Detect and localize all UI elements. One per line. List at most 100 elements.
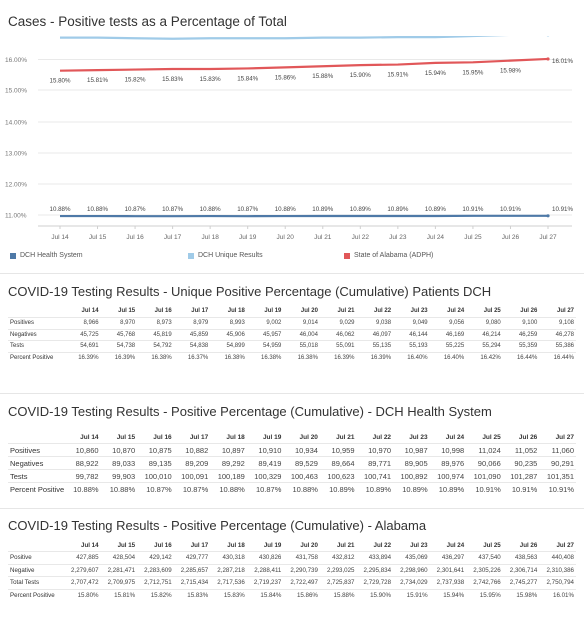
column-header: Jul 24 (445, 434, 465, 441)
table-cell: 10,897 (210, 443, 247, 457)
legend-item-state-of-alabama[interactable]: State of Alabama (ADPH) (344, 252, 433, 259)
row-label: Tests (8, 469, 64, 483)
table-cell: 10.87% (246, 482, 284, 495)
table-cell: 438,563 (502, 551, 540, 564)
y-tick-label: 11.00% (5, 213, 27, 220)
x-tick-label: Jul 19 (239, 234, 257, 241)
table-cell: 100,741 (356, 469, 394, 483)
table-cell: 15.95% (466, 588, 503, 601)
table-cell: 100,091 (173, 469, 211, 483)
table-cell: 46,004 (283, 328, 320, 341)
table-header-row: Jul 14 Jul 15 Jul 16 Jul 17 Jul 18 Jul 19 Jul … (8, 305, 576, 318)
column-header: Jul 26 (519, 542, 538, 549)
column-header: Jul 22 (372, 434, 392, 441)
column-header: Jul 17 (189, 434, 209, 441)
table-cell: 89,033 (100, 456, 138, 470)
table-cell: 16.39% (64, 351, 101, 363)
table-cell: 10.89% (356, 482, 394, 495)
table-cell: 2,310,386 (539, 563, 576, 577)
table-cell: 2,719,237 (246, 576, 284, 589)
table-title-alabama: COVID-19 Testing Results - Positive Perc… (8, 518, 427, 533)
column-header: Jul 23 (409, 434, 428, 441)
table-row: Tests 54,691 54,738 54,792 54,838 54,899 54,95… (8, 340, 576, 352)
column-header: Jul 22 (374, 308, 392, 314)
column-header: Jul 18 (227, 542, 245, 549)
table-row: Positives 8,966 8,970 8,973 8,979 8,993 9,002 9… (8, 317, 576, 329)
table-cell: 2,729,728 (356, 576, 394, 589)
table-cell: 11,060 (539, 443, 576, 457)
table-cell: 15.94% (429, 588, 467, 601)
table-cell: 10.89% (429, 482, 467, 495)
table-cell: 100,892 (393, 469, 430, 483)
legend-item-dch-health-system[interactable]: DCH Health System (10, 252, 83, 259)
table-cell: 100,189 (210, 469, 247, 483)
x-tick-label: Jul 15 (89, 234, 107, 241)
table-cell: 54,691 (64, 340, 101, 352)
table-title-unique-patients-dch: COVID-19 Testing Results - Unique Positi… (8, 284, 492, 299)
table-cell: 2,298,960 (393, 563, 430, 577)
column-header: Jul 25 (482, 434, 501, 441)
data-label: 15.90% (350, 72, 371, 79)
column-header: Jul 26 (518, 434, 538, 441)
data-label: 10.91% (552, 206, 573, 213)
series-line (59, 57, 549, 72)
column-header: Jul 16 (154, 542, 172, 549)
table-cell: 90,235 (502, 456, 540, 470)
section-divider (0, 393, 584, 394)
table-cell: 2,301,641 (429, 563, 467, 577)
table-cell: 55,018 (283, 340, 320, 352)
table-cell: 10,998 (429, 443, 467, 457)
table-cell: 2,722,497 (283, 576, 320, 589)
column-header: Jul 24 (446, 542, 465, 549)
legend-label: DCH Unique Results (198, 252, 263, 259)
table-cell: 55,225 (429, 340, 467, 352)
column-header: Jul 20 (299, 434, 318, 441)
table-cell: 16.44% (502, 351, 540, 363)
table-cell: 10.89% (319, 482, 357, 495)
column-header: Jul 20 (300, 308, 318, 314)
table-row: Percent Positive 16.39% 16.39% 16.38% 16.37%… (8, 351, 576, 363)
row-label: Percent Positive (8, 588, 64, 601)
x-tick-label: Jul 25 (464, 234, 482, 241)
table-cell: 10,959 (319, 443, 357, 457)
row-label: Percent Positive (8, 482, 64, 495)
table-cell: 54,792 (137, 340, 174, 352)
x-tick-label: Jul 20 (277, 234, 295, 241)
table-unique-patients-dch: Jul 14 Jul 15 Jul 16 Jul 17 Jul 18 Jul 19 Jul … (8, 305, 576, 363)
table-cell: 432,812 (319, 551, 357, 564)
section-divider (0, 273, 584, 274)
table-cell: 440,408 (539, 551, 576, 564)
table-cell: 10,875 (137, 443, 174, 457)
table-cell: 15.90% (356, 588, 394, 601)
column-header: Jul 14 (80, 434, 99, 441)
x-tick-label: Jul 24 (427, 234, 445, 241)
table-cell: 45,957 (246, 328, 284, 341)
data-label: 15.83% (200, 76, 221, 83)
data-label: 15.80% (50, 78, 71, 85)
legend-item-dch-unique-results[interactable]: DCH Unique Results (188, 252, 263, 259)
table-cell: 2,306,714 (502, 563, 540, 577)
table-cell: 2,290,739 (283, 563, 320, 577)
table-cell: 100,329 (246, 469, 284, 483)
column-header: Jul 21 (336, 542, 355, 549)
data-label: 15.95% (462, 69, 483, 76)
data-label: 10.89% (312, 206, 333, 213)
table-cell: 2,742,766 (466, 576, 503, 589)
y-tick-label: 14.00% (5, 120, 27, 127)
table-cell: 2,285,657 (173, 563, 211, 577)
table-cell: 15.83% (173, 588, 211, 601)
table-cell: 10.88% (100, 482, 138, 495)
table-cell: 15.80% (64, 588, 101, 601)
table-cell: 45,859 (173, 328, 211, 341)
table-cell: 89,529 (283, 456, 320, 470)
table-cell: 54,738 (100, 340, 138, 352)
table-cell: 436,297 (429, 551, 467, 564)
table-cell: 11,052 (502, 443, 540, 457)
table-cell: 89,209 (173, 456, 211, 470)
data-label: 10.88% (50, 206, 71, 213)
table-cell: 89,976 (429, 456, 467, 470)
data-label: 10.87% (125, 206, 146, 213)
data-label: 10.89% (350, 206, 371, 213)
table-cell: 437,540 (466, 551, 503, 564)
table-cell: 2,712,751 (137, 576, 174, 589)
